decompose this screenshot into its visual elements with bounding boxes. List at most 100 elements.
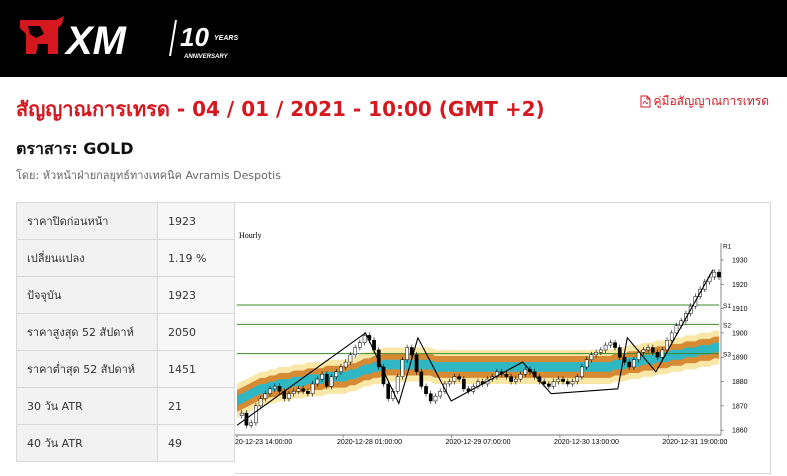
price-tick-label: 1920	[732, 282, 748, 289]
candle-body	[617, 347, 622, 358]
candle-body	[343, 361, 348, 368]
price-tick-label: 1890	[732, 355, 748, 362]
candle-body	[287, 393, 291, 399]
candle-body	[518, 373, 523, 380]
pdf-icon	[640, 95, 650, 108]
xm-10-years-logo[interactable]: XM 10 YEARS ANNIVERSARY	[18, 14, 243, 62]
candle-body	[447, 381, 452, 385]
cloud-bands	[237, 330, 719, 418]
table-row: ราคาปิดก่อนหน้า 1923	[16, 202, 235, 240]
candle-body	[329, 376, 334, 387]
time-tick-label: 2020-12-28 01:00:00	[337, 439, 402, 446]
candle-body	[324, 373, 329, 387]
candle-body	[556, 378, 561, 382]
stat-label: ราคาต่ำสุด 52 สัปดาห์	[16, 350, 158, 388]
candle-body	[405, 347, 409, 360]
anniversary-years: YEARS	[214, 35, 238, 42]
candle-body	[717, 271, 721, 278]
signal-guide-label: คู่มือสัญญาณการเทรด	[653, 94, 770, 108]
stat-value: 1923	[157, 202, 235, 240]
candle-body	[395, 376, 400, 392]
candle-body	[632, 359, 636, 368]
candle-body	[443, 383, 447, 392]
anniversary-label: ANNIVERSARY	[183, 54, 229, 60]
candle-body	[594, 352, 598, 356]
time-tick-label: 2020-12-29 07:00:00	[445, 439, 510, 446]
table-row: 30 วัน ATR 21	[16, 387, 235, 425]
logo-divider	[169, 19, 177, 57]
candle-body	[646, 347, 650, 351]
stat-value: 2050	[157, 313, 235, 351]
candle-body	[320, 373, 324, 380]
candle-body	[310, 383, 315, 394]
candle-body	[239, 412, 244, 416]
time-tick-label: 2020-12-30 13:00:00	[554, 439, 619, 446]
zigzag-line	[236, 269, 714, 426]
price-tick-labels: 1860 1870 1880 1890 1900 1910 1920 1930	[721, 258, 748, 435]
time-tick-label: 2020-12-31 19:00:00	[662, 439, 727, 446]
price-tick-label: 1930	[732, 258, 748, 265]
time-tick-labels: 20-12-23 14:00:00 2020-12-28 01:00:00 2020…	[235, 435, 727, 446]
candle-body	[665, 339, 669, 351]
table-row: 40 วัน ATR 49	[16, 424, 235, 462]
candle-body	[674, 325, 679, 334]
stat-label: 40 วัน ATR	[16, 424, 158, 462]
candle-body	[655, 352, 660, 358]
candle-body	[551, 381, 556, 387]
candle-body	[348, 354, 353, 363]
middle-band	[237, 336, 719, 412]
candle-body	[641, 349, 646, 353]
candle-body	[650, 347, 655, 353]
price-tick-label: 1870	[732, 403, 748, 410]
page-title: สัญญาณการเทรด - 04 / 01 / 2021 - 10:00 (…	[16, 97, 545, 121]
candle-body	[315, 378, 320, 385]
anniversary-number: 10	[180, 22, 209, 52]
chart-canvas: Hourly R1 S1 S2 S3 1860 1870 1880 1890 1900 1910…	[235, 203, 770, 455]
candle-body	[419, 371, 424, 387]
level-label-s1: S1	[723, 303, 731, 310]
stat-label: ปัจจุบัน	[16, 276, 158, 314]
level-label-r1: R1	[723, 243, 732, 250]
candle-body	[523, 369, 528, 375]
candle-body	[263, 393, 268, 399]
candle-body	[608, 342, 613, 346]
candle-body	[565, 381, 570, 385]
level-label-s3: S3	[723, 352, 731, 359]
price-tick-label: 1910	[732, 306, 748, 313]
level-label-s2: S2	[723, 322, 731, 329]
candle-body	[301, 388, 306, 392]
stat-label: ราคาสูงสุด 52 สัปดาห์	[16, 313, 158, 351]
candle-body	[353, 347, 357, 356]
candle-body	[580, 366, 584, 377]
candle-body	[575, 376, 580, 382]
candle-body	[599, 349, 603, 353]
candle-body	[339, 366, 343, 373]
candle-body	[296, 388, 301, 392]
candle-body	[268, 388, 272, 394]
candle-body	[513, 378, 518, 382]
candle-body	[509, 376, 513, 382]
candle-body	[702, 281, 707, 290]
price-stats-table: ราคาปิดก่อนหน้า 1923 เปลี่ยนแปลง 1.19 % ปั…	[16, 202, 235, 462]
candle-body	[428, 393, 433, 402]
candle-body	[589, 354, 594, 360]
author-byline: โดย: หัวหน้าฝ่ายกลยุทธ์ทางเทคนิค Avramis…	[16, 169, 281, 182]
candle-body	[584, 359, 589, 368]
stat-value: 49	[157, 424, 235, 462]
stat-value: 1.19 %	[157, 239, 235, 277]
signal-guide-link[interactable]: คู่มือสัญญาณการเทรด	[640, 92, 770, 111]
candle-body	[249, 422, 254, 426]
candle-body	[636, 352, 641, 360]
candle-body	[306, 391, 310, 394]
chart-title: Hourly	[239, 231, 262, 240]
stat-label: 30 วัน ATR	[16, 387, 158, 425]
candle-body	[277, 386, 282, 392]
candle-body	[362, 335, 367, 343]
table-row: เปลี่ยนแปลง 1.19 %	[16, 239, 235, 277]
candle-body	[414, 354, 419, 373]
candle-body	[334, 371, 339, 377]
candle-body	[461, 378, 466, 390]
table-row: ปัจจุบัน 1923	[16, 276, 235, 314]
time-tick-label: 20-12-23 14:00:00	[235, 439, 292, 446]
table-row: ราคาต่ำสุด 52 สัปดาห์ 1451	[16, 350, 235, 388]
